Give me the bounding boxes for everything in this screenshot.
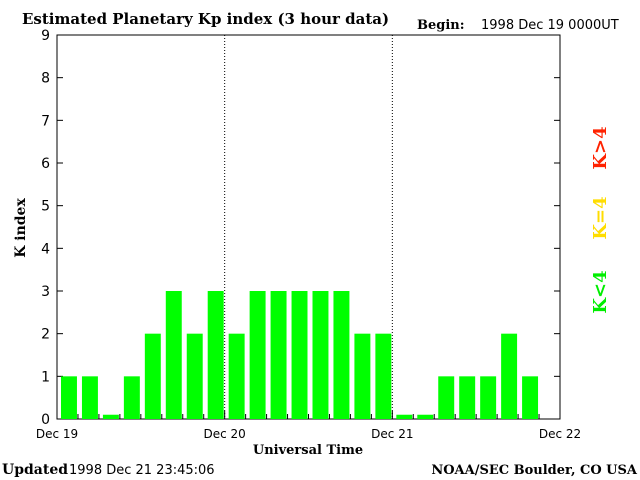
chart-title: Estimated Planetary Kp index (3 hour dat… [22,10,389,28]
y-tick-label: 8 [41,71,50,87]
bar [522,376,539,419]
begin-value: 1998 Dec 19 0000UT [481,18,619,33]
updated-value: 1998 Dec 21 23:45:06 [69,463,215,478]
bar [186,333,203,419]
begin-label: Begin: [417,18,465,33]
legend-label: K=4 [590,196,611,239]
bar [123,376,140,419]
x-axis-label: Universal Time [253,443,363,458]
legend-label: K<4 [590,270,611,313]
bar [102,414,119,419]
bar [396,414,413,419]
x-tick-label: Dec 21 [371,427,413,441]
bar [459,376,476,419]
updated-label: Updated [2,462,68,478]
bar [249,291,266,419]
y-axis: 0 1 2 3 4 5 6 7 8 9 [41,28,560,428]
plot-frame [56,34,561,420]
y-tick-label: 6 [41,156,50,172]
x-tick-label: Dec 22 [539,427,581,441]
bar [354,333,371,419]
legend: K>4 K=4 K<4 [590,126,611,313]
bar [480,376,497,419]
bar [501,333,518,419]
y-axis-label: K index [13,198,29,258]
bar [207,291,224,419]
bar [438,376,455,419]
y-tick-label: 3 [41,284,50,300]
bar [291,291,308,419]
bar [165,291,182,419]
y-tick-label: 0 [41,412,50,428]
x-axis: Dec 19 Dec 20 Dec 21 Dec 22 [36,411,581,441]
credit: NOAA/SEC Boulder, CO USA [431,463,638,478]
legend-label: K>4 [590,126,611,169]
bar [81,376,98,419]
bar [228,333,245,419]
bar [417,414,434,419]
bar [375,333,392,419]
y-tick-label: 2 [41,327,50,343]
bar-series [61,291,539,419]
day-separators [224,35,393,419]
bar [333,291,350,419]
bar [144,333,161,419]
bar [270,291,287,419]
y-tick-label: 5 [41,199,50,215]
y-tick-label: 7 [41,113,50,129]
bar [312,291,329,419]
y-tick-label: 4 [41,241,50,257]
bar [61,376,77,419]
y-tick-label: 1 [41,369,50,385]
x-tick-label: Dec 19 [36,427,78,441]
x-tick-label: Dec 20 [204,427,246,441]
y-tick-label: 9 [41,28,50,44]
